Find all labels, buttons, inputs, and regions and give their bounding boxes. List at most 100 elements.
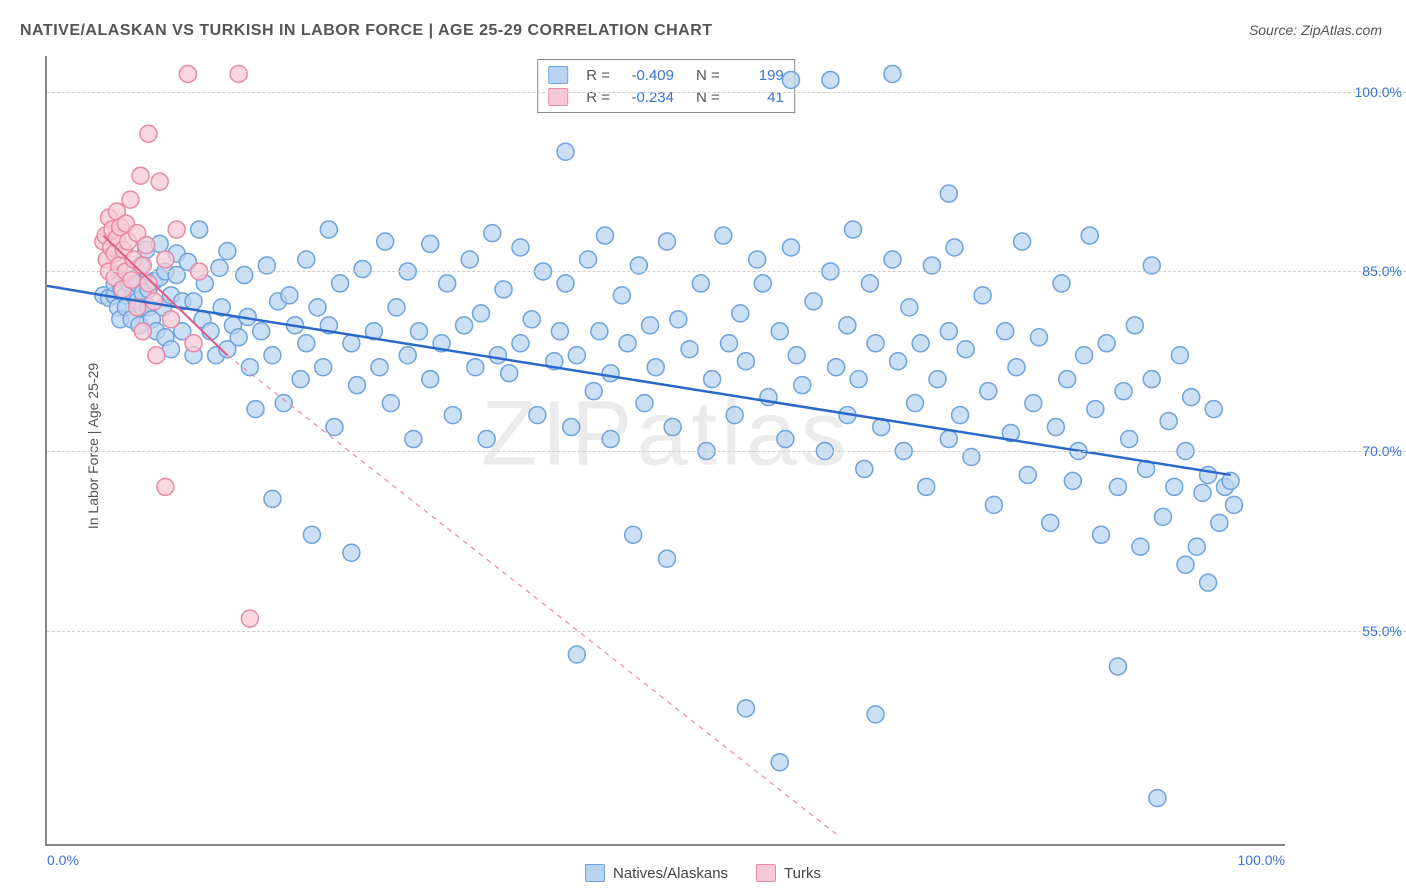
scatter-point — [456, 317, 473, 334]
scatter-point — [1031, 329, 1048, 346]
scatter-point — [1008, 359, 1025, 376]
scatter-point — [704, 371, 721, 388]
scatter-point — [681, 341, 698, 358]
scatter-point — [884, 65, 901, 82]
scatter-point — [783, 71, 800, 88]
scatter-point — [179, 65, 196, 82]
scatter-point — [642, 317, 659, 334]
scatter-point — [1211, 514, 1228, 531]
scatter-point — [349, 377, 366, 394]
scatter-point — [580, 251, 597, 268]
scatter-point — [568, 347, 585, 364]
scatter-point — [732, 305, 749, 322]
scatter-point — [1143, 371, 1160, 388]
scatter-point — [211, 259, 228, 276]
scatter-point — [439, 275, 456, 292]
scatter-point — [788, 347, 805, 364]
legend-swatch — [756, 864, 776, 882]
x-axis-tick-max: 100.0% — [1238, 852, 1285, 868]
scatter-point — [371, 359, 388, 376]
scatter-point — [850, 371, 867, 388]
scatter-point — [122, 191, 139, 208]
scatter-point — [1098, 335, 1115, 352]
scatter-point — [1025, 395, 1042, 412]
scatter-point — [138, 237, 155, 254]
scatter-point — [715, 227, 732, 244]
y-axis-tick: 70.0% — [1362, 443, 1402, 459]
scatter-point — [191, 221, 208, 238]
scatter-point — [523, 311, 540, 328]
scatter-point — [1042, 514, 1059, 531]
scatter-point — [1183, 389, 1200, 406]
scatter-point — [957, 341, 974, 358]
scatter-point — [292, 371, 309, 388]
scatter-point — [901, 299, 918, 316]
scatter-point — [326, 419, 343, 436]
scatter-point — [1155, 508, 1172, 525]
scatter-point — [148, 347, 165, 364]
scatter-point — [557, 275, 574, 292]
scatter-point — [754, 275, 771, 292]
scatter-point — [123, 271, 140, 288]
scatter-point — [377, 233, 394, 250]
scatter-point — [602, 365, 619, 382]
scatter-point — [1076, 347, 1093, 364]
scatter-point — [236, 267, 253, 284]
scatter-point — [163, 311, 180, 328]
source-attribution: Source: ZipAtlas.com — [1249, 22, 1382, 38]
trend-line — [227, 355, 836, 834]
scatter-point — [602, 431, 619, 448]
scatter-point — [625, 526, 642, 543]
scatter-point — [478, 431, 495, 448]
gridline — [47, 451, 1406, 452]
scatter-point — [343, 335, 360, 352]
scatter-point — [202, 323, 219, 340]
scatter-point — [861, 275, 878, 292]
gridline — [47, 631, 1406, 632]
scatter-point — [1200, 574, 1217, 591]
scatter-point — [1200, 466, 1217, 483]
scatter-point — [557, 143, 574, 160]
scatter-point — [828, 359, 845, 376]
scatter-point — [890, 353, 907, 370]
scatter-point — [484, 225, 501, 242]
scatter-point — [974, 287, 991, 304]
scatter-point — [845, 221, 862, 238]
scatter-point — [568, 646, 585, 663]
scatter-point — [157, 478, 174, 495]
scatter-point — [585, 383, 602, 400]
scatter-point — [551, 323, 568, 340]
scatter-point — [1115, 383, 1132, 400]
scatter-point — [907, 395, 924, 412]
scatter-point — [134, 323, 151, 340]
series-legend-label: Natives/Alaskans — [613, 865, 728, 882]
scatter-point — [597, 227, 614, 244]
scatter-point — [940, 185, 957, 202]
scatter-point — [422, 235, 439, 252]
scatter-point — [501, 365, 518, 382]
scatter-point — [1160, 413, 1177, 430]
scatter-point — [1109, 658, 1126, 675]
scatter-point — [1226, 496, 1243, 513]
scatter-point — [298, 251, 315, 268]
scatter-point — [1087, 401, 1104, 418]
series-legend-item: Natives/Alaskans — [585, 864, 728, 882]
scatter-point — [737, 353, 754, 370]
scatter-point — [805, 293, 822, 310]
scatter-point — [382, 395, 399, 412]
scatter-point — [1053, 275, 1070, 292]
scatter-point — [659, 550, 676, 567]
scatter-point — [794, 377, 811, 394]
scatter-point — [298, 335, 315, 352]
scatter-point — [884, 251, 901, 268]
scatter-point — [219, 243, 236, 260]
scatter-point — [151, 173, 168, 190]
scatter-point — [822, 71, 839, 88]
scatter-point — [1149, 790, 1166, 807]
scatter-point — [664, 419, 681, 436]
scatter-point — [1188, 538, 1205, 555]
scatter-point — [771, 754, 788, 771]
scatter-point — [132, 167, 149, 184]
scatter-point — [1205, 401, 1222, 418]
scatter-point — [253, 323, 270, 340]
